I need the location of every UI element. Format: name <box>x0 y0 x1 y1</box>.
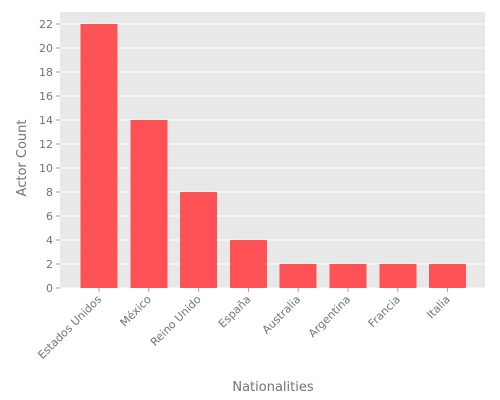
y-tick-label: 14 <box>39 114 53 127</box>
bar-españa <box>229 240 267 288</box>
y-tick-label: 12 <box>39 138 53 151</box>
x-tick-label: Italia <box>424 293 452 321</box>
bar-australia <box>279 264 317 288</box>
y-tick-label: 20 <box>39 42 53 55</box>
y-axis-ticks: 0 2 4 6 8 10 12 14 16 18 20 22 <box>39 18 60 295</box>
y-tick-label: 2 <box>46 258 53 271</box>
plot-area <box>60 12 485 288</box>
y-tick-label: 0 <box>46 282 53 295</box>
y-tick-label: 16 <box>39 90 53 103</box>
x-tick-label: España <box>216 293 254 331</box>
y-axis-title: Actor Count <box>15 120 30 197</box>
y-tick-label: 18 <box>39 66 53 79</box>
bar-méxico <box>130 120 168 288</box>
y-tick-label: 6 <box>46 210 53 223</box>
x-tick-label: Argentina <box>306 293 353 340</box>
x-tick-label: Reino Unido <box>148 293 204 349</box>
y-tick-label: 22 <box>39 18 53 31</box>
x-tick-label: México <box>118 293 155 330</box>
x-tick-label: Francia <box>366 293 403 330</box>
y-tick-label: 4 <box>46 234 53 247</box>
bar-italia <box>429 264 467 288</box>
x-axis-title: Nationalities <box>232 380 313 395</box>
bar-francia <box>379 264 417 288</box>
bar-argentina <box>329 264 367 288</box>
x-tick-label: Estados Unidos <box>35 293 104 362</box>
y-tick-label: 10 <box>39 162 53 175</box>
bars <box>80 24 467 288</box>
bar-reino-unido <box>180 192 218 288</box>
y-tick-label: 8 <box>46 186 53 199</box>
bar-estados-unidos <box>80 24 118 288</box>
x-tick-label: Australia <box>260 293 304 337</box>
